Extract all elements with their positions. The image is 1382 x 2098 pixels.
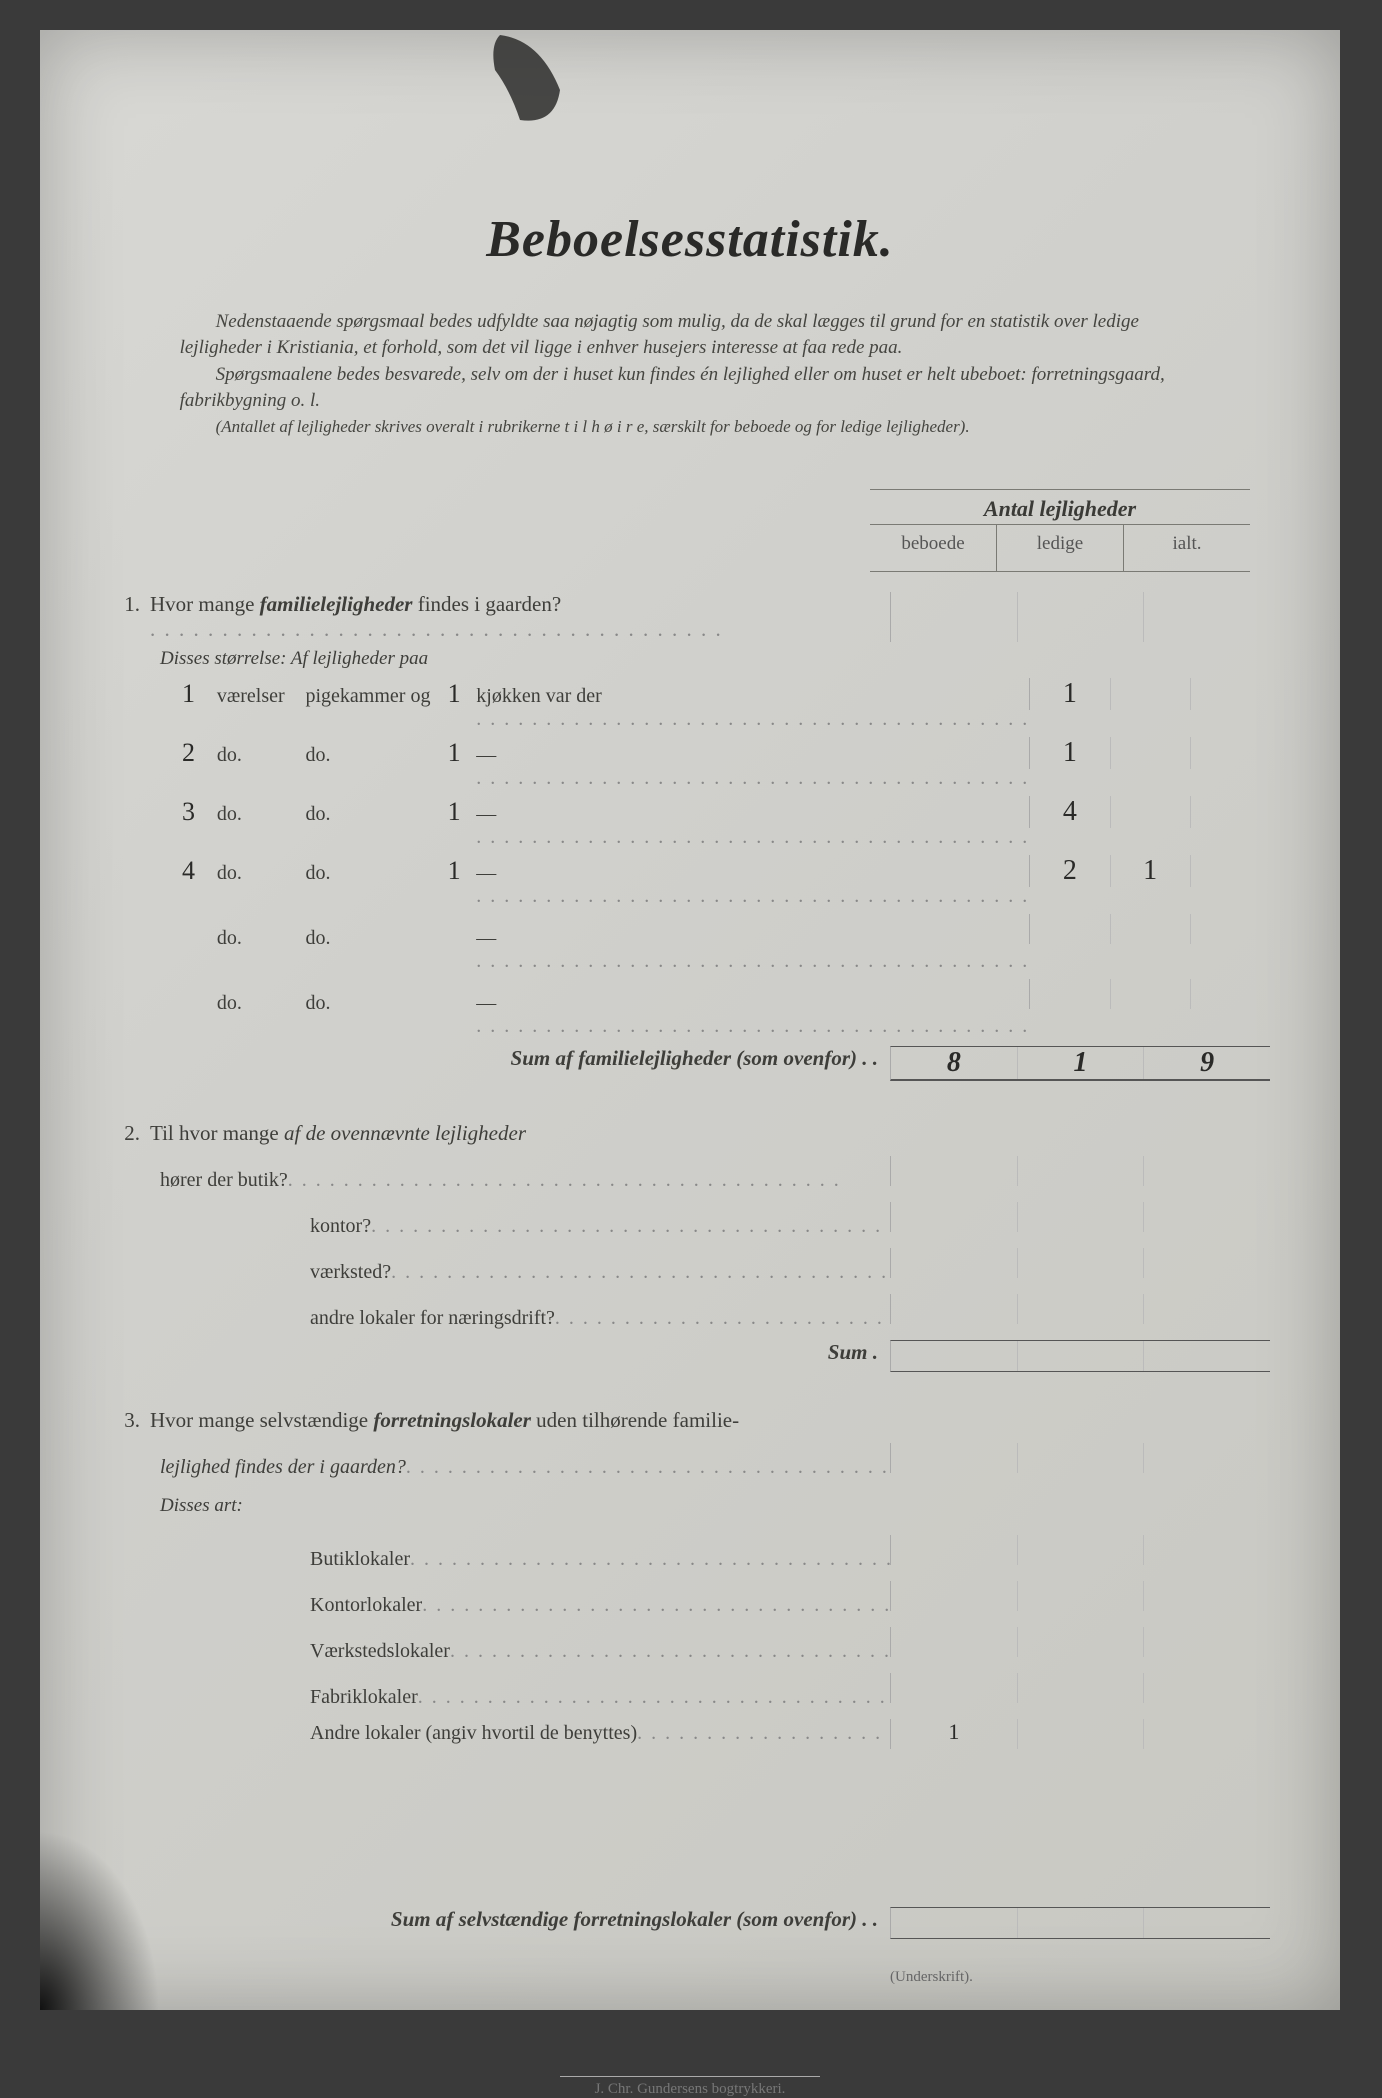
- q1-row: 2do.do.1— 1: [110, 737, 1270, 790]
- col-ialt: ialt.: [1123, 525, 1250, 571]
- q1-vaer: do.: [217, 927, 306, 950]
- q1-pig: do.: [305, 744, 432, 767]
- q1-beb: 1: [1030, 737, 1109, 769]
- q2-butik: hører der butik?: [110, 1156, 1270, 1192]
- q1-sum-beb: 8: [891, 1047, 1017, 1079]
- q1-led: [1110, 796, 1190, 828]
- q1-sum-led: 1: [1017, 1047, 1144, 1079]
- page-title: Beboelsesstatistik.: [110, 210, 1270, 269]
- q3-sum: Sum af selvstændige forretningslokaler (…: [110, 1907, 1270, 1939]
- q1-sum: Sum af familielejligheder (som ovenfor) …: [110, 1046, 1270, 1081]
- q2-item: kontor?: [110, 1202, 1270, 1238]
- q1-n: 3: [160, 797, 217, 827]
- document-page: Beboelsesstatistik. Nedenstaaende spørgs…: [40, 30, 1340, 2010]
- q1-pig: do.: [305, 927, 432, 950]
- q1-pig: pigekammer og: [305, 685, 432, 708]
- q1-k: 1: [432, 797, 476, 827]
- q1-vaer: do.: [217, 744, 306, 767]
- q2-item: andre lokaler for næringsdrift?: [110, 1294, 1270, 1330]
- q3-line2: lejlighed findes der i gaarden?: [110, 1443, 1270, 1479]
- q1-k: 1: [432, 856, 476, 886]
- q1-ialt: [1190, 914, 1270, 944]
- q1-kjk: —: [476, 927, 1029, 973]
- top-smudge: [440, 30, 640, 150]
- q1-row: do.do. —: [110, 979, 1270, 1038]
- q1-valcols-empty: [890, 592, 1270, 642]
- q3-item: Butiklokaler: [110, 1535, 1270, 1571]
- q1-kjk: —: [476, 992, 1029, 1038]
- q1-k: 1: [432, 679, 476, 709]
- q1-n: 4: [160, 856, 217, 886]
- question-1: 1. Hvor mange familielejligheder findes …: [110, 592, 1270, 1081]
- q1-vaer: do.: [217, 803, 306, 826]
- q1-led: [1110, 914, 1190, 944]
- col-ledige: ledige: [996, 525, 1123, 571]
- q1-beb: [1030, 979, 1109, 1009]
- q1-kjk: —: [476, 862, 1029, 908]
- q1-kjk: —: [476, 803, 1029, 849]
- q1-ialt: [1190, 855, 1270, 887]
- q1-vaer: værelser: [217, 685, 306, 708]
- question-3: 3. Hvor mange selvstændige forretningslo…: [110, 1408, 1270, 1939]
- q1-beb: [1030, 914, 1109, 944]
- q1-kjk: —: [476, 744, 1029, 790]
- q1-led: [1110, 737, 1190, 769]
- q1-ialt: [1190, 678, 1270, 710]
- q3-item: Andre lokaler (angiv hvortil de benyttes…: [110, 1719, 1270, 1749]
- intro-p3: (Antallet af lejligheder skrives overalt…: [180, 416, 1201, 439]
- q3-item: Kontorlokaler: [110, 1581, 1270, 1617]
- q1-pig: do.: [305, 862, 432, 885]
- q2-num: 2.: [110, 1121, 150, 1146]
- q1-beb: 4: [1030, 796, 1109, 828]
- q1-vaer: do.: [217, 862, 306, 885]
- q1-led: [1110, 979, 1190, 1009]
- q2-sum: Sum .: [110, 1340, 1270, 1372]
- q3-item: Værkstedslokaler: [110, 1627, 1270, 1663]
- q1-kjk: kjøkken var der: [476, 685, 1029, 731]
- q1-subtitle: Disses størrelse: Af lejligheder paa: [160, 648, 1270, 670]
- q1-row: 4do.do.1— 21: [110, 855, 1270, 908]
- q1-sum-ialt: 9: [1143, 1047, 1270, 1079]
- q1-led: 1: [1110, 855, 1190, 887]
- q3-text: Hvor mange selvstændige forretningslokal…: [150, 1408, 1270, 1433]
- q1-n: 2: [160, 738, 217, 768]
- q1-ialt: [1190, 796, 1270, 828]
- q3-item: Fabriklokaler: [110, 1673, 1270, 1709]
- q1-beb: 1: [1030, 678, 1109, 710]
- printer-credit: J. Chr. Gundersens bogtrykkeri.: [560, 2076, 820, 2098]
- q1-ialt: [1190, 737, 1270, 769]
- q1-led: [1110, 678, 1190, 710]
- columns-subheader: beboede ledige ialt.: [870, 525, 1250, 572]
- q1-ialt: [1190, 979, 1270, 1009]
- q3-subtitle: Disses art:: [160, 1495, 243, 1517]
- q1-pig: do.: [305, 992, 432, 1015]
- col-beboede: beboede: [870, 525, 996, 571]
- q2-text: Til hvor mange af de ovennævnte lejlighe…: [150, 1121, 1270, 1146]
- q1-pig: do.: [305, 803, 432, 826]
- q2-item: værksted?: [110, 1248, 1270, 1284]
- intro-block: Nedenstaaende spørgsmaal bedes udfyldte …: [180, 309, 1201, 439]
- q1-row: do.do. —: [110, 914, 1270, 973]
- intro-p1: Nedenstaaende spørgsmaal bedes udfyldte …: [180, 309, 1201, 360]
- q1-k: 1: [432, 738, 476, 768]
- intro-p2: Spørgsmaalene bedes besvarede, selv om d…: [180, 362, 1201, 413]
- q1-beb: 2: [1030, 855, 1109, 887]
- q1-num: 1.: [110, 592, 150, 642]
- columns-header: Antal lejligheder: [870, 489, 1250, 525]
- q3-num: 3.: [110, 1408, 150, 1433]
- signature-label: (Underskrift).: [890, 1969, 1270, 1986]
- q1-vaer: do.: [217, 992, 306, 1015]
- question-2: 2. Til hvor mange af de ovennævnte lejli…: [110, 1121, 1270, 1372]
- q1-row: 3do.do.1— 4: [110, 796, 1270, 849]
- q1-row: 1værelserpigekammer og1kjøkken var der 1: [110, 678, 1270, 731]
- q1-text: Hvor mange familielejligheder findes i g…: [150, 592, 890, 642]
- q1-n: 1: [160, 679, 217, 709]
